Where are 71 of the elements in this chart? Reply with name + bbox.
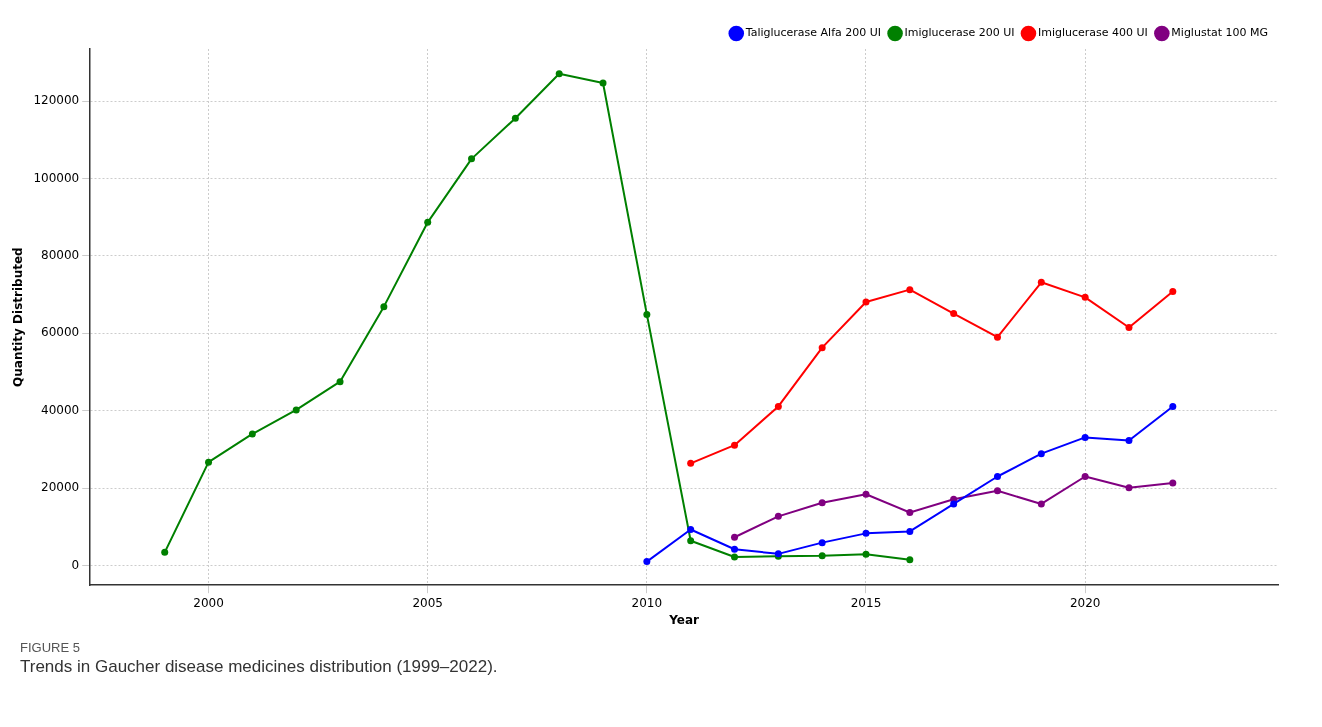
point: [555, 70, 563, 78]
point: [731, 533, 739, 541]
point: [643, 310, 651, 318]
x-tick-label: 2010: [631, 595, 663, 610]
point: [993, 333, 1001, 341]
y-tick-label: 20000: [41, 480, 80, 495]
point: [862, 529, 870, 537]
y-tick-label: 100000: [33, 170, 80, 185]
point: [1125, 484, 1133, 492]
point: [993, 472, 1001, 480]
y-tick-label: 40000: [41, 402, 80, 417]
point: [818, 344, 826, 352]
point: [950, 310, 958, 318]
point: [731, 441, 739, 449]
point: [424, 218, 432, 226]
point: [292, 406, 300, 414]
x-axis-title: Year: [668, 612, 700, 627]
point: [731, 553, 739, 561]
point: [687, 459, 695, 467]
x-tick-label: 2020: [1069, 595, 1101, 610]
point: [906, 527, 914, 535]
point: [906, 556, 914, 564]
point: [818, 499, 826, 507]
point: [731, 545, 739, 553]
point: [862, 298, 870, 306]
y-tick-label: 0: [71, 557, 80, 572]
point: [1169, 479, 1177, 487]
point: [599, 79, 607, 87]
point: [906, 508, 914, 516]
point: [1169, 288, 1177, 296]
point: [161, 548, 169, 556]
point: [906, 286, 914, 294]
y-tick-label: 120000: [33, 93, 80, 108]
y-axis-title: Quantity Distributed: [11, 247, 26, 387]
point: [1037, 450, 1045, 458]
point: [643, 558, 651, 566]
point: [993, 487, 1001, 495]
point: [774, 512, 782, 520]
legend-label: Miglustat 100 MG: [1171, 26, 1269, 40]
point: [1037, 500, 1045, 508]
point: [248, 430, 256, 438]
point: [1169, 402, 1177, 410]
point: [1125, 324, 1133, 332]
text: Trends in Gaucher disease medicines distribution (1999–2022).: [20, 657, 499, 677]
y-tick-label: 60000: [41, 325, 80, 340]
legend-label: Imiglucerase 400 UI: [1037, 26, 1148, 40]
point: [511, 114, 519, 122]
point: [818, 552, 826, 560]
caption: FIGURE 5: [20, 640, 81, 655]
y-tick-label: 80000: [41, 248, 80, 263]
legend-label: Taliglucerase Alfa 200 UI: [744, 26, 882, 40]
x-tick-label: 2000: [193, 595, 224, 610]
point: [1081, 293, 1089, 301]
point: [380, 303, 388, 311]
legend-label: Imiglucerase 200 UI: [904, 26, 1015, 40]
point: [1081, 433, 1089, 441]
point: [336, 378, 344, 386]
point: [862, 490, 870, 498]
point: [862, 550, 870, 558]
point: [1037, 278, 1045, 286]
point: [1125, 437, 1133, 445]
x-tick-label: 2015: [850, 595, 882, 610]
point: [950, 500, 958, 508]
x-tick-label: 2005: [412, 595, 443, 610]
point: [1081, 472, 1089, 480]
point: [205, 458, 213, 466]
point: [687, 537, 695, 545]
point: [687, 525, 695, 533]
point: [818, 539, 826, 547]
point: [468, 155, 476, 163]
point: [774, 402, 782, 410]
